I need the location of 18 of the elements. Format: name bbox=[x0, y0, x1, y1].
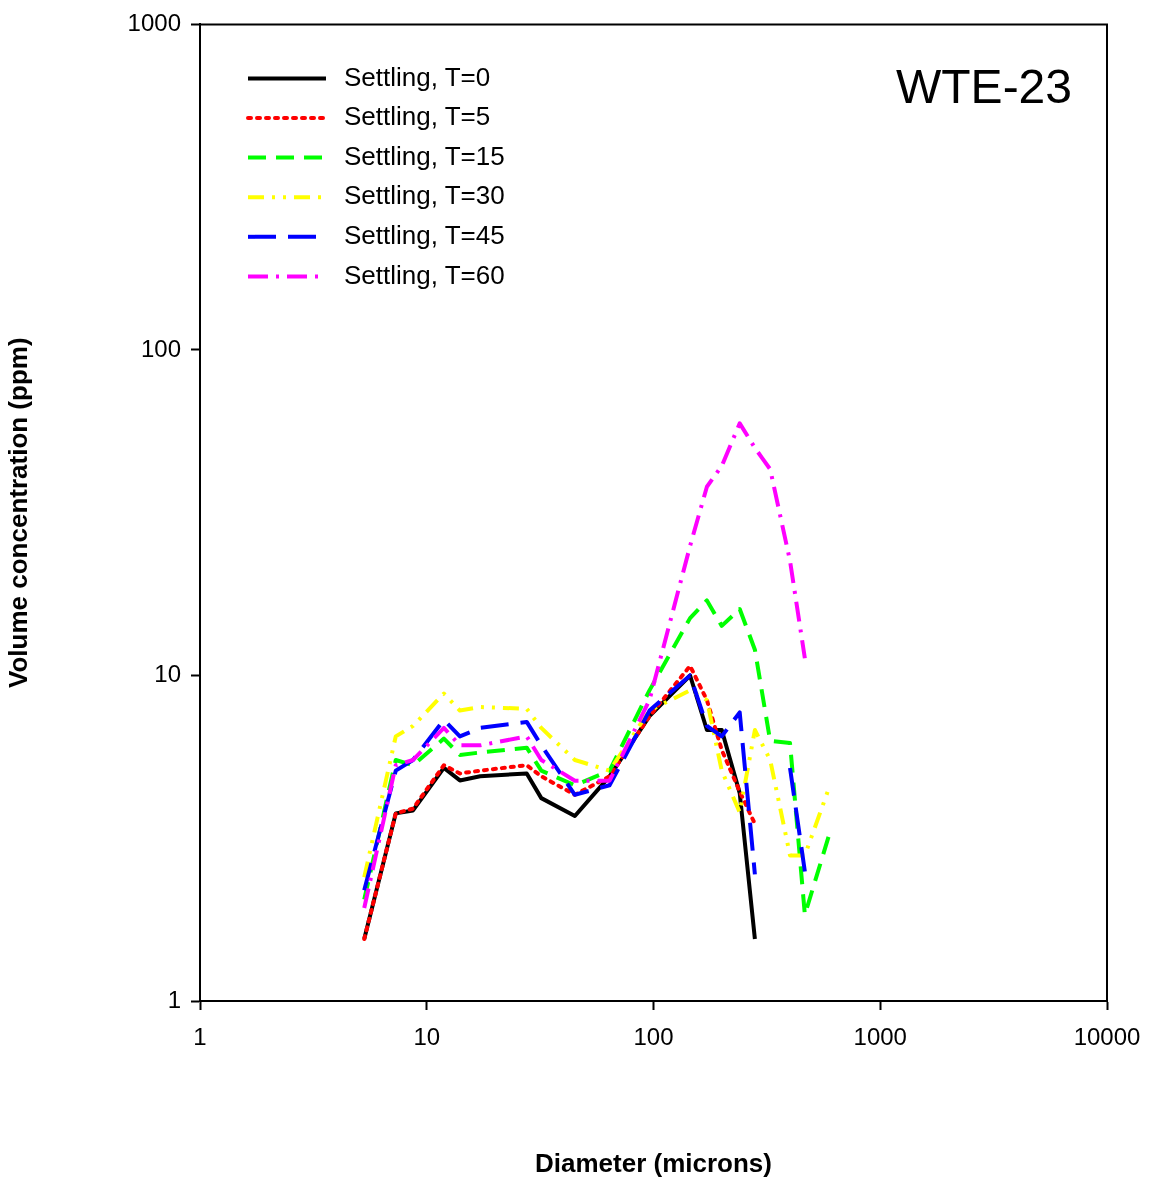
y-axis-title: Volume concentration (ppm) bbox=[2, 337, 33, 688]
legend-label: Settling, T=30 bbox=[344, 180, 505, 211]
y-tick-label: 1 bbox=[167, 985, 181, 1013]
y-tick-label: 100 bbox=[140, 334, 181, 362]
x-tick-label: 1000 bbox=[853, 1023, 907, 1051]
legend-label: Settling, T=45 bbox=[344, 219, 505, 250]
x-tick-label: 10000 bbox=[1073, 1023, 1141, 1051]
x-tick-label: 1 bbox=[193, 1023, 207, 1051]
x-tick-label: 100 bbox=[633, 1023, 674, 1051]
y-tick-label: 10 bbox=[154, 660, 181, 688]
y-tick-label: 1000 bbox=[127, 9, 181, 37]
x-axis-title: Diameter (microns) bbox=[535, 1147, 772, 1178]
annotation: WTE-23 bbox=[895, 59, 1072, 113]
legend-label: Settling, T=15 bbox=[344, 140, 505, 171]
legend-label: Settling, T=5 bbox=[344, 101, 491, 132]
x-tick-label: 10 bbox=[413, 1023, 441, 1051]
legend-label: Settling, T=60 bbox=[344, 259, 505, 290]
legend-label: Settling, T=0 bbox=[344, 61, 491, 92]
